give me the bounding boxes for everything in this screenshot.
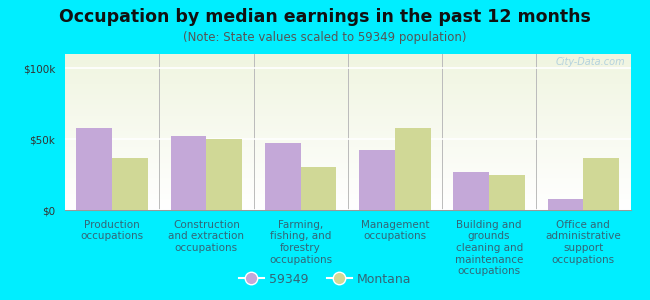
Bar <box>300 167 337 210</box>
Text: (Note: State values scaled to 59349 population): (Note: State values scaled to 59349 popu… <box>183 32 467 44</box>
Text: City-Data.com: City-Data.com <box>555 57 625 67</box>
Text: Occupation by median earnings in the past 12 months: Occupation by median earnings in the pas… <box>59 8 591 26</box>
Bar <box>489 175 525 210</box>
Bar <box>584 158 619 210</box>
Legend: 59349, Montana: 59349, Montana <box>233 268 417 291</box>
Bar <box>76 128 112 210</box>
Bar <box>395 128 431 210</box>
Bar <box>359 150 395 210</box>
Bar <box>265 143 300 210</box>
Bar <box>547 199 583 210</box>
Bar <box>170 136 207 210</box>
Bar <box>112 158 148 210</box>
Bar <box>453 172 489 210</box>
Bar <box>207 139 242 210</box>
